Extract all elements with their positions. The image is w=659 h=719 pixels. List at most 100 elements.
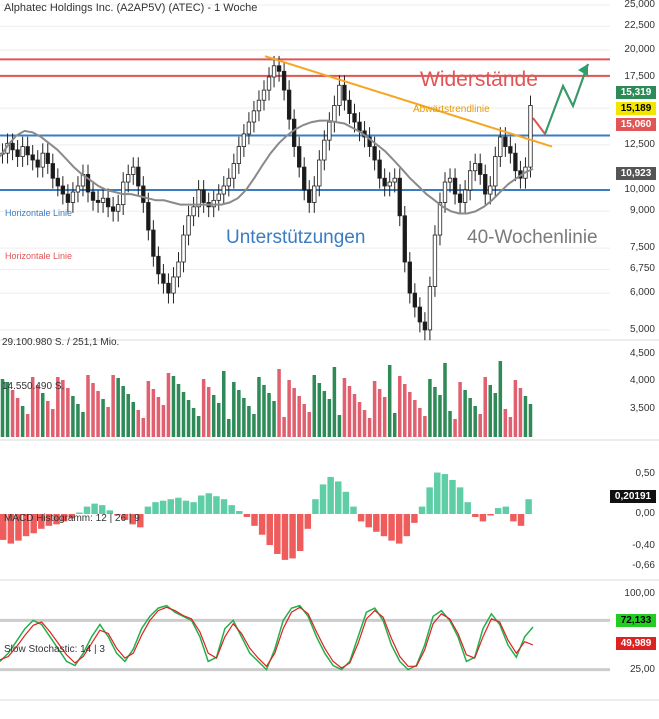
candle-body: [146, 202, 151, 231]
volume-bar: [272, 401, 276, 437]
volume-bar: [277, 369, 281, 437]
candle-body: [327, 121, 332, 141]
candle-body: [442, 181, 448, 203]
volume-bar: [40, 393, 45, 437]
macd-histogram-bar: [68, 514, 76, 519]
candle-body: [55, 177, 60, 187]
macd-histogram-bar: [228, 505, 235, 514]
downtrend-line: [264, 55, 553, 148]
volume-bar: [508, 417, 513, 437]
macd-histogram-bar: [304, 514, 312, 529]
candle-body: [457, 193, 463, 203]
candle-body: [171, 276, 176, 294]
volume-bar: [176, 384, 181, 437]
candle-body: [302, 166, 307, 191]
price-axis-tick: 22,500: [624, 20, 655, 32]
macd-histogram-bar: [220, 499, 228, 514]
macd-histogram-bar: [243, 514, 251, 517]
volume-bar: [498, 361, 503, 437]
candle-body: [151, 229, 156, 257]
macd-histogram-bar: [205, 493, 213, 514]
volume-bar: [61, 380, 65, 437]
macd-histogram-bar: [441, 474, 449, 514]
candle-body: [211, 199, 216, 208]
macd-tick: 0,50: [635, 468, 655, 479]
price-badge-ma: 10,923: [616, 167, 656, 180]
macd-histogram-bar: [182, 500, 190, 514]
volume-bar: [317, 383, 322, 437]
candle-body: [276, 65, 282, 72]
stochastic-tick: 25,00: [629, 664, 655, 675]
volume-tick: 4,500: [629, 348, 655, 359]
candle-body: [85, 174, 91, 193]
projection-green-path: [544, 63, 589, 135]
candle-body: [266, 76, 272, 91]
candle-body: [105, 197, 111, 208]
volume-bar: [196, 416, 201, 437]
candle-body: [10, 142, 15, 151]
volume-bar: [10, 390, 15, 437]
macd-histogram-bar: [190, 502, 197, 514]
volume-bar: [35, 385, 40, 437]
annotation-downtrend: Abwärtstrendlinie: [413, 104, 490, 115]
macd-histogram-bar: [487, 514, 494, 516]
volume-bar: [86, 375, 90, 437]
volume-bar: [247, 406, 251, 437]
candle-body: [196, 189, 201, 208]
macd-histogram-bar: [129, 514, 136, 525]
macd-histogram-bar: [395, 514, 403, 544]
volume-bar: [292, 388, 296, 437]
volume-bar: [121, 386, 125, 437]
stochastic-d-badge: 49,989: [616, 637, 656, 650]
volume-bar: [297, 396, 301, 437]
volume-bar: [51, 409, 55, 437]
volume-bar: [483, 377, 487, 437]
annotation-resistance: Widerstände: [420, 68, 538, 91]
macd-histogram-bar: [83, 506, 91, 514]
volume-bar: [443, 363, 447, 437]
volume-bar: [267, 393, 271, 437]
candle-body: [181, 234, 186, 263]
candle-body: [462, 189, 468, 203]
macd-histogram-bar: [274, 514, 281, 554]
volume-bar: [161, 405, 166, 437]
annotation-horizontal-line-blue: Horizontale Linie: [5, 208, 73, 218]
volume-bar: [362, 410, 367, 437]
moving-average-40-week-line: [0, 119, 534, 215]
macd-tick: -0,40: [632, 540, 655, 551]
macd-tick: 0,00: [635, 508, 655, 519]
volume-bar: [111, 375, 115, 437]
annotation-40-week-line: 40-Wochenlinie: [467, 227, 598, 248]
macd-histogram-bar: [0, 514, 7, 540]
macd-histogram-bar: [167, 499, 174, 514]
macd-histogram-bar: [434, 472, 441, 514]
candle-body: [50, 163, 55, 179]
price-axis-tick: 25,000: [624, 0, 655, 10]
volume-bar: [478, 414, 482, 437]
candle-body: [483, 174, 488, 195]
candle-body: [256, 99, 262, 112]
volume-bar: [282, 417, 286, 437]
macd-histogram-bar: [365, 514, 372, 528]
volume-bar: [377, 389, 382, 437]
macd-histogram-bar: [213, 496, 220, 514]
candle-body: [473, 163, 478, 172]
macd-histogram-bar: [510, 514, 517, 522]
candle-body: [241, 133, 247, 147]
volume-bar: [428, 379, 432, 437]
volume-bar: [66, 388, 70, 437]
volume-bar: [357, 402, 362, 437]
candle-body: [100, 197, 106, 203]
macd-histogram-bar: [502, 506, 510, 514]
macd-histogram-bar: [98, 505, 106, 514]
candle-body: [377, 159, 382, 179]
price-axis-tick: 6,000: [629, 287, 655, 299]
macd-histogram-bar: [197, 495, 205, 514]
volume-bar: [418, 408, 422, 437]
macd-histogram-bar: [106, 510, 114, 514]
candle-body: [221, 185, 226, 195]
candle-body: [508, 146, 513, 154]
macd-histogram-bar: [137, 514, 144, 528]
stochastic-label: Slow Stochastic: 14 | 3: [4, 644, 105, 655]
macd-histogram-bar: [281, 514, 289, 560]
